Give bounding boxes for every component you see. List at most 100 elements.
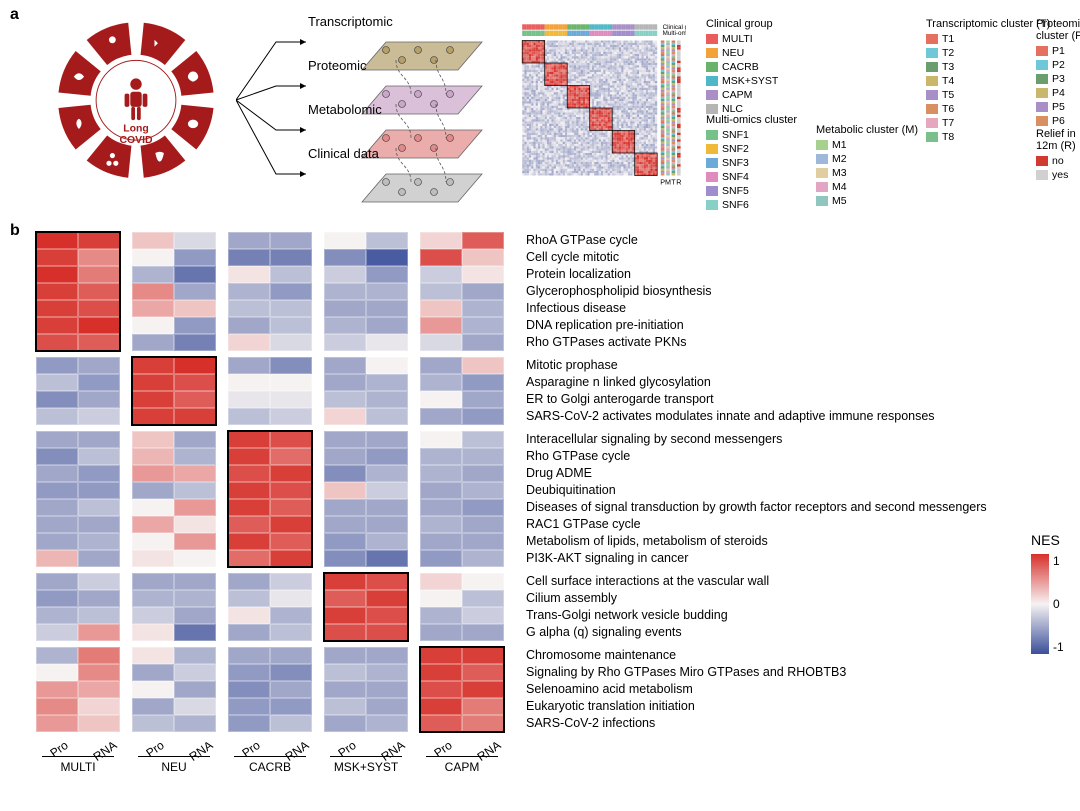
- hm-cell: [366, 516, 408, 533]
- hm-cell: [174, 482, 216, 499]
- omics-label: Metabolomic: [308, 102, 382, 117]
- hm-cell: [78, 624, 120, 641]
- hm-cell: [270, 431, 312, 448]
- legend-item: SNF3: [706, 156, 797, 170]
- hm-cell: [420, 550, 462, 567]
- legend-label: P1: [1052, 45, 1065, 57]
- hm-cell: [78, 300, 120, 317]
- hm-cell: [132, 391, 174, 408]
- pathway-label: Chromosome maintenance: [526, 647, 996, 664]
- legend-metabolic_cluster: Metabolic cluster (M)M1M2M3M4M5: [816, 124, 918, 208]
- hm-cell: [366, 249, 408, 266]
- hm-cell: [420, 647, 462, 664]
- pathway-label: RAC1 GTPase cycle: [526, 516, 996, 533]
- column-group-label: MSK+SYST: [324, 760, 408, 774]
- pathway-label: Glycerophospholipid biosynthesis: [526, 283, 996, 300]
- legend-label: M4: [832, 181, 847, 193]
- hm-cell: [270, 465, 312, 482]
- legend-item: CAPM: [706, 88, 778, 102]
- legend-item: NEU: [706, 46, 778, 60]
- hm-block: [420, 357, 504, 425]
- hm-cell: [36, 647, 78, 664]
- hm-cell: [228, 573, 270, 590]
- hm-cell: [78, 647, 120, 664]
- hm-cell: [78, 664, 120, 681]
- legend-label: MSK+SYST: [722, 75, 778, 87]
- hm-cell: [420, 499, 462, 516]
- legend-label: P5: [1052, 101, 1065, 113]
- hm-cell: [174, 499, 216, 516]
- legend-label: M3: [832, 167, 847, 179]
- legend-item: SNF2: [706, 142, 797, 156]
- hm-cell: [420, 681, 462, 698]
- hm-cell: [366, 499, 408, 516]
- hm-block: [228, 357, 312, 425]
- hm-cell: [36, 266, 78, 283]
- hm-cell: [78, 550, 120, 567]
- hm-cell: [462, 624, 504, 641]
- hm-cell: [36, 317, 78, 334]
- hm-cell: [324, 607, 366, 624]
- legend-label: SNF2: [722, 143, 749, 155]
- hm-cell: [366, 624, 408, 641]
- hm-cell: [228, 590, 270, 607]
- hm-cell: [324, 533, 366, 550]
- legend-item: P4: [1036, 86, 1080, 100]
- hm-cell: [462, 232, 504, 249]
- hm-cell: [36, 334, 78, 351]
- hm-cell: [366, 283, 408, 300]
- hm-cell: [270, 391, 312, 408]
- hm-cell: [420, 482, 462, 499]
- hm-cell: [132, 533, 174, 550]
- hm-cell: [420, 516, 462, 533]
- hm-cell: [324, 664, 366, 681]
- legend-item: T2: [926, 46, 1050, 60]
- hm-cell: [132, 590, 174, 607]
- legend-label: M5: [832, 195, 847, 207]
- hm-cell: [420, 300, 462, 317]
- legend-label: T6: [942, 103, 954, 115]
- legend-multiomics_cluster: Multi-omics clusterSNF1SNF2SNF3SNF4SNF5S…: [706, 114, 797, 212]
- hm-cell: [420, 408, 462, 425]
- legend-clinical_group: Clinical groupMULTINEUCACRBMSK+SYSTCAPMN…: [706, 18, 778, 116]
- hm-cell: [228, 232, 270, 249]
- hm-cell: [366, 357, 408, 374]
- hm-cell: [36, 681, 78, 698]
- pathway-label: Diseases of signal transduction by growt…: [526, 499, 996, 516]
- hm-cell: [324, 334, 366, 351]
- hm-cell: [324, 499, 366, 516]
- hm-cell: [174, 516, 216, 533]
- legend-label: P2: [1052, 59, 1065, 71]
- legend-swatch: [706, 172, 718, 182]
- hm-cell: [228, 516, 270, 533]
- pathway-label: Rho GTPase cycle: [526, 448, 996, 465]
- hm-cell: [420, 249, 462, 266]
- hm-cell: [132, 550, 174, 567]
- legend-swatch: [1036, 116, 1048, 126]
- hm-cell: [366, 681, 408, 698]
- legend-label: T5: [942, 89, 954, 101]
- column-group-label: CACRB: [228, 760, 312, 774]
- hm-cell: [462, 357, 504, 374]
- hm-cell: [462, 516, 504, 533]
- legend-item: P5: [1036, 100, 1080, 114]
- legend-swatch: [706, 48, 718, 58]
- legend-swatch: [926, 132, 938, 142]
- legend-swatch: [926, 48, 938, 58]
- hm-cell: [132, 283, 174, 300]
- hm-cell: [174, 624, 216, 641]
- hm-cell: [270, 681, 312, 698]
- legend-swatch: [706, 90, 718, 100]
- hm-cell: [174, 391, 216, 408]
- hm-cell: [366, 590, 408, 607]
- legend-swatch: [1036, 170, 1048, 180]
- nes-tick-low: -1: [1053, 640, 1064, 654]
- hm-cell: [324, 283, 366, 300]
- hm-block: [36, 232, 120, 351]
- legend-swatch: [1036, 74, 1048, 84]
- hm-cell: [36, 698, 78, 715]
- hm-cell: [174, 357, 216, 374]
- hm-cell: [78, 334, 120, 351]
- hm-cell: [420, 266, 462, 283]
- pathway-label: Metabolism of lipids, metabolism of ster…: [526, 533, 996, 550]
